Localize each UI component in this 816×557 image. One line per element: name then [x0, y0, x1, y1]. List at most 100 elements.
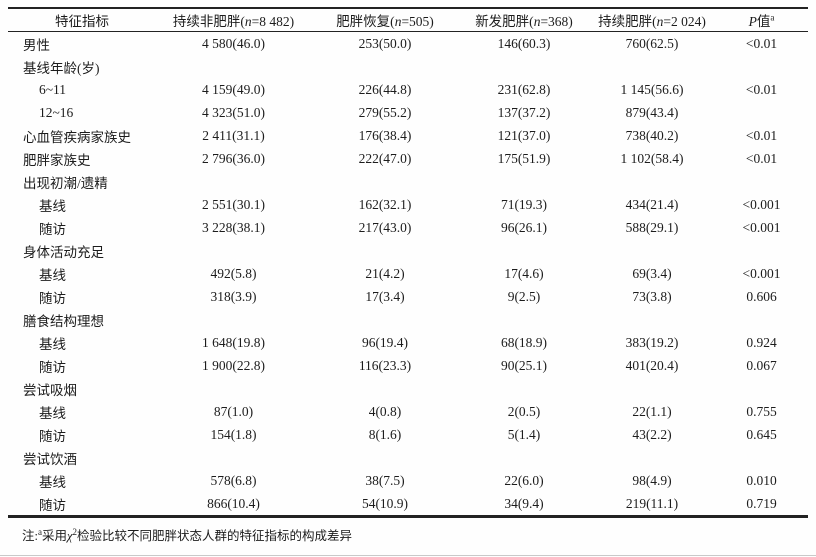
row-label: 基线 — [39, 198, 66, 214]
cell-pvalue — [715, 377, 808, 400]
table-group-row: 出现初潮/遗精 — [8, 170, 808, 193]
cell-count-percent: 492(5.8) — [210, 265, 257, 281]
table-row: 随访 1 900(22.8) 116(23.3) 90(25.1) 401(20.4) 0… — [8, 354, 808, 377]
table-row: 随访 318(3.9) 17(3.4) 9(2.5) 73(3.8) 0.606 — [8, 285, 808, 308]
table-row: 心血管疾病家族史 2 411(31.1) 176(38.4) 121(37.0) 738… — [8, 124, 808, 147]
row-label: 基线年龄(岁) — [23, 60, 100, 76]
cell-count-percent: 22(1.1) — [632, 403, 672, 419]
cell-pvalue: <0.001 — [742, 219, 781, 235]
cell-count-percent: 68(18.9) — [500, 334, 548, 350]
cell-pvalue: 0.924 — [746, 334, 777, 350]
table-row: 基线 578(6.8) 38(7.5) 22(6.0) 98(4.9) 0.010 — [8, 469, 808, 492]
cell-count-percent: 96(26.1) — [500, 219, 548, 235]
cell-count-percent: 2 796(36.0) — [202, 150, 265, 166]
journal-table-page: 特征指标 持续非肥胖(n=8 482) 肥胖恢复(n=505) 新发肥胖(n=3… — [8, 7, 808, 544]
cell-count-percent: 17(4.6) — [504, 265, 544, 281]
cell-pvalue: <0.01 — [745, 127, 778, 143]
cell-pvalue: <0.01 — [745, 81, 778, 97]
header-group-count: =505) — [401, 14, 434, 29]
cell-count-percent: 69(3.4) — [632, 265, 672, 281]
cell-count-percent — [311, 239, 459, 262]
cell-count-percent: 87(1.0) — [213, 403, 254, 419]
cell-pvalue: 0.719 — [746, 495, 777, 511]
cell-count-percent — [156, 170, 311, 193]
row-label: 随访 — [39, 428, 66, 444]
cell-count-percent — [589, 377, 715, 400]
cell-pvalue — [715, 308, 808, 331]
table-row: 基线 2 551(30.1) 162(32.1) 71(19.3) 434(21.4) <… — [8, 193, 808, 216]
table-group-row: 膳食结构理想 — [8, 308, 808, 331]
cell-count-percent — [311, 170, 459, 193]
cell-count-percent: 318(3.9) — [210, 288, 257, 304]
row-label: 随访 — [39, 290, 66, 306]
cell-count-percent — [311, 55, 459, 78]
footnote-text: 采用 — [41, 529, 67, 543]
cell-count-percent — [156, 239, 311, 262]
cell-count-percent: 588(29.1) — [625, 219, 679, 235]
cell-count-percent: 22(6.0) — [504, 472, 544, 488]
cell-count-percent: 137(37.2) — [497, 104, 551, 120]
header-group-count: =8 482) — [251, 14, 295, 29]
cell-count-percent: 175(51.9) — [497, 150, 551, 166]
cell-count-percent — [589, 170, 715, 193]
cell-count-percent: 154(1.8) — [210, 426, 257, 442]
cell-count-percent — [156, 377, 311, 400]
table-row: 12~16 4 323(51.0) 279(55.2) 137(37.2) 879(43… — [8, 101, 808, 124]
cell-count-percent: 5(1.4) — [507, 426, 541, 442]
header-group-obesity-recovered: 肥胖恢复(n=505) — [311, 8, 459, 32]
footnote-prefix: 注: — [22, 529, 38, 543]
pvalue-label: 值 — [756, 14, 771, 29]
cell-count-percent: 8(1.6) — [368, 426, 402, 442]
cell-pvalue — [715, 446, 808, 469]
cell-count-percent: 219(11.1) — [625, 495, 679, 511]
cell-count-percent — [589, 55, 715, 78]
table-row: 随访 3 228(38.1) 217(43.0) 96(26.1) 588(29.1) <… — [8, 216, 808, 239]
cell-count-percent: 879(43.4) — [625, 104, 679, 120]
cell-count-percent: 146(60.3) — [497, 35, 551, 51]
cell-count-percent: 34(9.4) — [504, 495, 544, 511]
row-label: 身体活动充足 — [23, 244, 104, 260]
cell-count-percent: 226(44.8) — [358, 81, 412, 97]
cell-count-percent — [589, 239, 715, 262]
cell-count-percent: 43(2.2) — [632, 426, 672, 442]
header-feature-indicator: 特征指标 — [8, 8, 156, 32]
cell-count-percent — [459, 239, 589, 262]
cell-count-percent — [311, 377, 459, 400]
cell-count-percent: 231(62.8) — [497, 81, 551, 97]
cell-pvalue: <0.01 — [745, 35, 778, 51]
cell-count-percent: 1 648(19.8) — [202, 334, 265, 350]
cell-count-percent: 760(62.5) — [625, 35, 679, 51]
cell-count-percent: 176(38.4) — [358, 127, 412, 143]
cell-count-percent: 121(37.0) — [497, 127, 551, 143]
cell-count-percent: 578(6.8) — [210, 472, 257, 488]
cell-count-percent: 96(19.4) — [361, 334, 409, 350]
table-row: 6~11 4 159(49.0) 226(44.8) 231(62.8) 1 145(5… — [8, 78, 808, 101]
table-row: 基线 492(5.8) 21(4.2) 17(4.6) 69(3.4) <0.001 — [8, 262, 808, 285]
cell-count-percent: 2 411(31.1) — [202, 127, 265, 143]
row-label: 基线 — [39, 336, 66, 352]
row-label: 男性 — [23, 37, 50, 53]
table-row: 随访 866(10.4) 54(10.9) 34(9.4) 219(11.1) 0.719 — [8, 492, 808, 517]
cell-pvalue — [715, 55, 808, 78]
table-footnote: 注:a采用χ2检验比较不同肥胖状态人群的特征指标的构成差异 — [8, 525, 808, 544]
cell-count-percent: 434(21.4) — [625, 196, 679, 212]
header-row: 特征指标 持续非肥胖(n=8 482) 肥胖恢复(n=505) 新发肥胖(n=3… — [8, 8, 808, 32]
header-group-new-onset-obese: 新发肥胖(n=368) — [459, 8, 589, 32]
cell-count-percent — [459, 446, 589, 469]
cell-count-percent: 279(55.2) — [358, 104, 412, 120]
row-label: 心血管疾病家族史 — [23, 129, 131, 145]
cell-count-percent: 1 102(58.4) — [620, 150, 684, 166]
header-pvalue: P值a — [715, 8, 808, 32]
row-label: 尝试饮酒 — [23, 451, 77, 467]
cell-count-percent: 9(2.5) — [507, 288, 541, 304]
cell-count-percent: 21(4.2) — [365, 265, 405, 281]
header-group-text: 持续非肥胖( — [172, 14, 245, 29]
header-group-count: =2 024) — [663, 14, 706, 29]
chi-squared-exponent: 2 — [72, 526, 78, 537]
cell-pvalue: 0.067 — [746, 357, 777, 373]
row-label: 膳食结构理想 — [23, 313, 104, 329]
cell-count-percent: 866(10.4) — [207, 495, 260, 511]
page-bottom-edge — [0, 555, 816, 556]
row-label: 随访 — [39, 221, 66, 237]
cell-count-percent — [589, 308, 715, 331]
